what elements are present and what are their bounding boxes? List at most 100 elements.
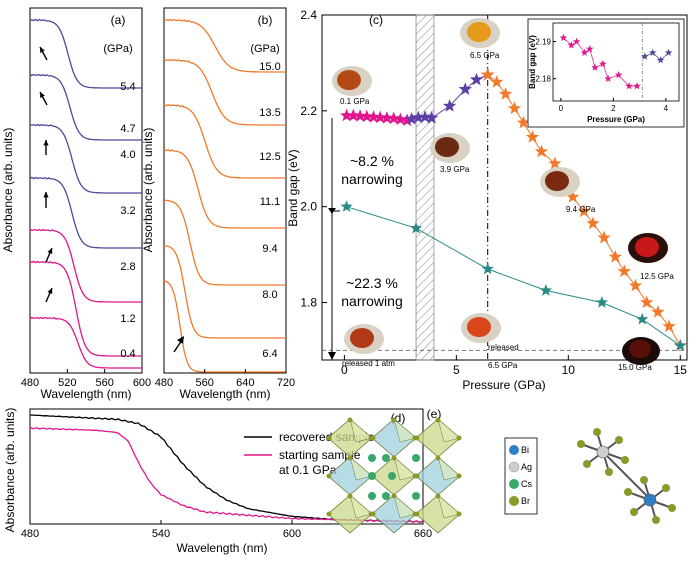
panel-a-unit-label: (GPa) (103, 43, 132, 55)
panel-d-x-ticks: 480 540 600 660 (21, 520, 432, 540)
panel-a-curve-4 (29, 228, 142, 303)
cs-atom (368, 472, 376, 480)
narrowing-1-percent: ~8.2 % (350, 153, 394, 169)
panel-c-data-point (628, 278, 643, 292)
legend-br-sphere (509, 496, 519, 506)
phase-transition-band (415, 14, 435, 361)
panel-a-x-tick-label: 520 (58, 377, 76, 389)
br-atom (347, 417, 353, 423)
photo-6p5-crystal (467, 22, 491, 42)
inset-data-point (580, 48, 589, 56)
panel-a-x-tick-label: 560 (95, 377, 113, 389)
br-atom (577, 440, 585, 448)
octahedron-face (349, 456, 373, 481)
panel-a-curve-5 (29, 260, 142, 357)
inset-data-point (572, 37, 581, 45)
panel-a-curve-6 (29, 316, 142, 369)
photo-0p1-gpa: 0.1 GPa (332, 66, 372, 106)
panel-a-pressure-label: 5.4 (120, 81, 135, 93)
panel-c-data-point (525, 130, 540, 143)
panel-c-y-label: Band gap (eV) (286, 149, 300, 226)
panel-a-curve-3 (29, 176, 142, 249)
panel-b-pressure-label: 13.5 (259, 107, 280, 119)
legend-ag-label: Ag (521, 462, 532, 472)
panel-c-data-point (481, 262, 494, 275)
inset-data-point (664, 48, 673, 56)
panel-b-pressure-label: 12.5 (259, 151, 280, 163)
panel-c-x-ticks: 0 5 10 15 (341, 355, 687, 377)
inset-data-point (559, 33, 568, 42)
photo-rel1-label: released 1 atm (342, 359, 395, 368)
panel-c-data-point (380, 111, 394, 124)
cs-atom (388, 472, 396, 480)
inset-y-tick-label: 2.18 (535, 75, 551, 84)
br-atom (326, 435, 332, 441)
photo-9p4-gpa: 9.4 GPa (540, 167, 596, 214)
panel-b-arrow-head (177, 336, 184, 344)
panel-c-data-point (411, 110, 425, 124)
panel-b-unit-label: (GPa) (250, 43, 279, 55)
panel-a-pressure-label: 2.8 (120, 261, 135, 273)
br-atom (326, 511, 332, 517)
panel-c-x-label: Pressure (GPa) (462, 378, 545, 392)
legend-br-label: Br (521, 496, 530, 506)
br-atom (668, 504, 676, 512)
br-atom (370, 511, 376, 517)
inset-series-line-1 (644, 52, 669, 61)
legend-cs-sphere (509, 479, 519, 489)
cs-atom (368, 454, 376, 462)
panel-a-arrows (39, 46, 53, 303)
legend-bi-label: Bi (521, 445, 529, 455)
panel-b-x-tick-label: 480 (155, 377, 173, 389)
panel-c-data-point (481, 67, 495, 81)
photo-12p5-label: 12.5 GPa (640, 272, 674, 281)
cs-atom (382, 454, 390, 462)
photo-3p9-label: 3.9 GPa (440, 165, 470, 174)
panel-a-pressure-label: 0.4 (120, 348, 135, 360)
panel-b-pressure-label: 8.0 (262, 289, 277, 301)
panel-c-data-point (595, 296, 609, 308)
panel-b-curve-3 (163, 148, 286, 229)
panel-a-pressure-labels: 5.4 4.7 4.0 3.2 2.8 1.2 0.4 (120, 81, 135, 360)
panel-c-data-point (360, 109, 374, 123)
panel-d-x-tick-label: 540 (152, 528, 170, 540)
panel-c-data-point (458, 82, 472, 95)
panel-b-pressure-label: 15.0 (259, 61, 280, 73)
panel-c-x-tick-label: 15 (674, 363, 688, 377)
photo-15p0-gpa: 15.0 GPa (618, 337, 660, 372)
br-atom (624, 488, 632, 496)
panel-a: (a) (GPa) 5.4 4.7 4.0 3.2 2.8 1.2 0.4 480 520 56… (1, 7, 151, 401)
panel-b-frame (163, 7, 287, 374)
narrowing-2-percent: ~22.3 % (346, 275, 398, 291)
panel-c-data-point (640, 295, 654, 309)
panel-c-x-tick-label: 10 (562, 363, 576, 377)
inset-y-label: Band gap (eV) (528, 35, 537, 89)
photo-0p1-crystal (337, 70, 361, 90)
panel-a-curve-0 (29, 18, 142, 89)
panel-c-data-point (586, 216, 600, 230)
legend-cs-label: Cs (521, 479, 532, 489)
panel-b-curve-1 (163, 58, 286, 126)
panel-c-data-point (499, 87, 513, 100)
panel-c-data-point (393, 112, 407, 126)
panel-c-data-point (539, 284, 553, 296)
br-atom (652, 516, 660, 524)
photo-rel2-crystal (467, 317, 491, 337)
legend-bi-sphere (509, 445, 519, 455)
photo-0p1-label: 0.1 GPa (340, 97, 370, 106)
panel-c-x-tick-label: 0 (341, 363, 348, 377)
panel-c-data-point (353, 109, 367, 122)
cs-atom (368, 492, 376, 500)
photo-released-1atm: released 1 atm (342, 324, 395, 368)
br-atom (391, 493, 397, 499)
br-atom (615, 436, 623, 444)
panel-a-x-tick-label: 600 (133, 377, 151, 389)
photo-12p5-crystal (635, 237, 659, 257)
panel-c-y-tick-label: 2.2 (300, 104, 317, 118)
br-atom (435, 455, 441, 461)
br-atom (621, 456, 629, 464)
panel-a-arrow-head (43, 192, 49, 198)
legend-ag-sphere (508, 461, 520, 473)
inset-x-tick-label: 2 (611, 104, 616, 113)
